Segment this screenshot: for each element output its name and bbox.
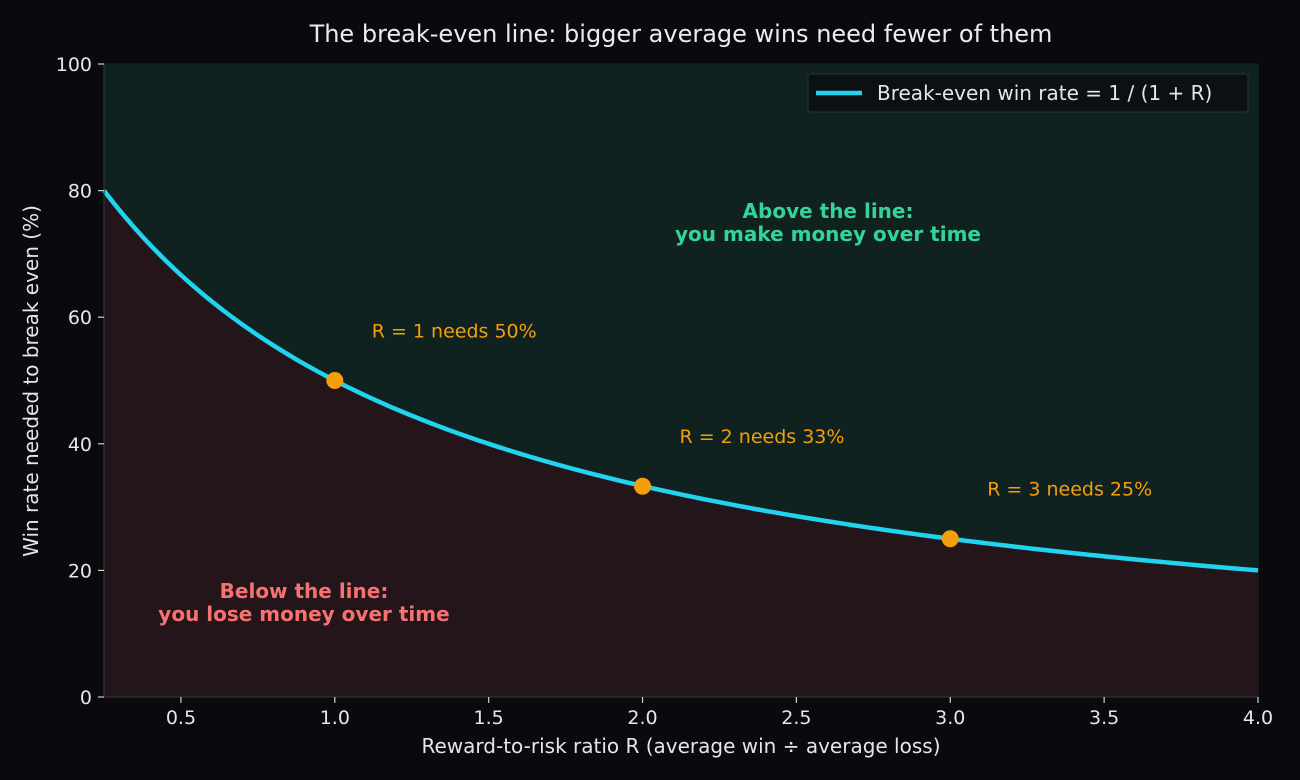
y-tick-label-40: 40	[68, 434, 92, 456]
x-tick-label-2.5: 2.5	[781, 707, 811, 729]
legend-box	[807, 73, 1249, 113]
x-tick-label-3.0: 3.0	[935, 707, 965, 729]
x-tick-label-4.0: 4.0	[1243, 707, 1273, 729]
series-layer	[102, 189, 1259, 573]
tick-labels: 0.5 1.0 1.5 2.0 2.5 3.0 3.5 4.0 0 20 40 60 80 100	[56, 54, 1273, 729]
legend: Break-even win rate = 1 / (1 + R)	[807, 73, 1249, 113]
x-tick-label-1.5: 1.5	[474, 707, 504, 729]
point-annotations: R = 1 needs 50% R = 2 needs 33% R = 3 need…	[372, 320, 1152, 500]
region-fills	[104, 64, 1258, 697]
y-tick-label-100: 100	[56, 54, 92, 76]
y-tick-label-60: 60	[68, 307, 92, 329]
below-region-label-line1: Below the line:	[220, 579, 389, 603]
chart-title: The break-even line: bigger average wins…	[309, 20, 1053, 48]
above-region-fill	[104, 64, 1258, 571]
axes	[98, 63, 1259, 703]
y-tick-label-0: 0	[80, 687, 92, 709]
below-region-label-line2: you lose money over time	[158, 602, 449, 626]
above-region-label-line1: Above the line:	[743, 199, 914, 223]
x-tick-label-0.5: 0.5	[166, 707, 196, 729]
y-tick-label-20: 20	[68, 560, 92, 582]
series-line-break-even	[102, 189, 1259, 573]
highlight-point-2	[634, 477, 652, 495]
highlight-point-3	[941, 530, 959, 548]
legend-entry-break-even: Break-even win rate = 1 / (1 + R)	[877, 81, 1212, 105]
x-axis-label: Reward-to-risk ratio R (average win ÷ av…	[422, 734, 941, 758]
point-annotation-1: R = 1 needs 50%	[372, 320, 537, 342]
point-annotation-2: R = 2 needs 33%	[679, 426, 844, 448]
x-tick-label-2.0: 2.0	[627, 707, 657, 729]
highlight-point-1	[326, 372, 344, 389]
below-region-fill	[104, 190, 1258, 697]
above-region-label-line2: you make money over time	[675, 222, 981, 246]
y-tick-label-80: 80	[68, 181, 92, 203]
point-annotation-3: R = 3 needs 25%	[987, 479, 1152, 501]
highlight-points	[326, 372, 959, 548]
x-tick-label-1.0: 1.0	[320, 707, 350, 729]
x-tick-label-3.5: 3.5	[1089, 707, 1119, 729]
y-axis-label: Win rate needed to break even (%)	[19, 205, 43, 557]
